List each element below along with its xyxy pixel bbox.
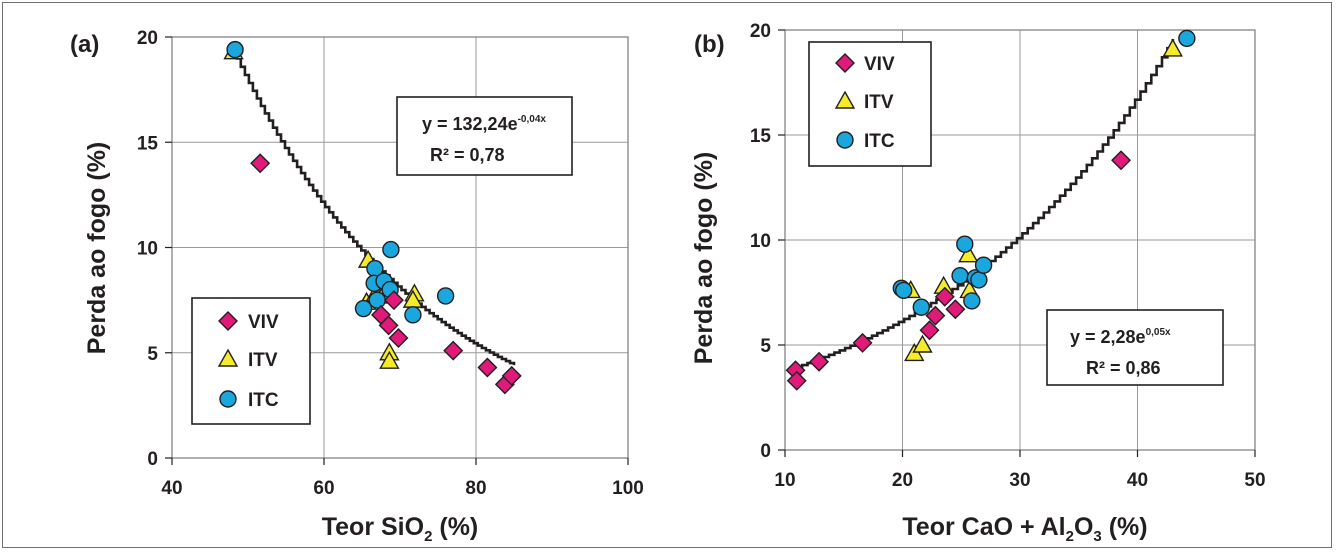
equation-border xyxy=(396,96,573,176)
y-tick-label: 20 xyxy=(137,28,158,49)
x-tick-label: 20 xyxy=(892,470,913,491)
legend-marker-itv xyxy=(834,90,856,109)
y-tick-label: 15 xyxy=(137,133,159,154)
legend-label-viv: VIV xyxy=(248,312,279,333)
data-point-itv xyxy=(1162,38,1183,57)
data-point-viv xyxy=(443,340,464,361)
data-point-viv xyxy=(919,320,940,341)
equation-text: y = 132,24e-0,04x xyxy=(422,114,546,134)
r-squared-text: R² = 0,86 xyxy=(1086,358,1161,378)
data-point-itc xyxy=(404,306,422,324)
data-point-viv xyxy=(1111,150,1132,171)
x-tick-label: 40 xyxy=(1127,470,1148,491)
y-axis-label: Perda ao fogo (%) xyxy=(690,152,718,365)
y-axis-label: Perda ao fogo (%) xyxy=(83,142,111,355)
data-point-itc xyxy=(226,40,244,59)
y-tick-label: 0 xyxy=(760,441,771,462)
legend: VIV ITV ITC xyxy=(191,297,311,425)
x-tick-label: 60 xyxy=(313,478,334,499)
data-point-viv xyxy=(378,315,399,336)
legend-label-itv: ITV xyxy=(864,92,894,113)
data-point-viv xyxy=(477,357,498,378)
y-tick-label: 10 xyxy=(750,231,771,252)
data-point-itc xyxy=(382,240,400,259)
data-point-viv xyxy=(945,299,966,320)
data-point-itc xyxy=(963,292,981,310)
data-point-itc xyxy=(912,298,930,316)
equation-text: y = 2,28e0,05x xyxy=(1070,327,1171,347)
data-point-viv xyxy=(809,351,830,372)
y-tick-label: 15 xyxy=(750,126,772,147)
data-point-viv xyxy=(250,153,271,174)
y-tick-label: 0 xyxy=(147,449,158,470)
data-point-itc xyxy=(970,271,988,289)
y-tick-label: 5 xyxy=(760,336,771,357)
data-point-viv xyxy=(388,328,409,349)
data-point-viv xyxy=(852,332,873,353)
chart-panel-a: 40 60 80 100 0 5 10 15 20 VIV ITV ITC y = 132,24e-0,… xyxy=(70,28,644,545)
legend-marker-viv xyxy=(835,53,855,73)
equation-box: y = 132,24e-0,04x R² = 0,78 xyxy=(396,96,573,176)
x-axis-label: Teor CaO + Al2O3 (%) xyxy=(902,513,1147,545)
data-point-itc xyxy=(974,256,993,274)
data-point-itv xyxy=(379,350,400,369)
panel-label: (a) xyxy=(70,31,99,58)
legend-marker-viv xyxy=(218,311,238,331)
y-tick-label: 5 xyxy=(147,344,158,365)
data-point-itc xyxy=(894,281,913,300)
data-point-itc xyxy=(951,267,969,285)
x-tick-label: 30 xyxy=(1009,470,1030,491)
legend-label-itc: ITC xyxy=(248,390,279,411)
r-squared-text: R² = 0,78 xyxy=(430,145,505,165)
data-point-itc xyxy=(436,287,455,305)
data-point-viv xyxy=(925,305,946,326)
legend: VIV ITV ITC xyxy=(808,41,932,167)
legend-marker-itc xyxy=(836,131,854,149)
chart-panel-b: 10 20 30 40 50 0 5 10 15 20 VIV ITV ITC y = 2,28e0,05… xyxy=(690,21,1266,545)
x-tick-label: 40 xyxy=(161,478,182,499)
x-tick-label: 50 xyxy=(1244,470,1265,491)
x-tick-label: 80 xyxy=(465,478,486,499)
legend-label-viv: VIV xyxy=(864,54,895,75)
data-point-viv xyxy=(786,370,807,391)
equation-box: y = 2,28e0,05x R² = 0,86 xyxy=(1046,309,1224,386)
data-point-viv xyxy=(934,286,955,307)
data-point-viv xyxy=(383,290,404,311)
legend-box xyxy=(191,297,311,425)
legend-marker-itc xyxy=(219,390,237,408)
x-tick-label: 10 xyxy=(774,470,795,491)
x-axis-label: Teor SiO2 (%) xyxy=(322,513,479,545)
legend-box xyxy=(808,41,932,167)
data-point-itc xyxy=(1178,29,1196,48)
data-point-itv xyxy=(912,334,933,353)
x-tick-label: 100 xyxy=(612,478,644,499)
legend-label-itv: ITV xyxy=(248,350,278,371)
legend-label-itc: ITC xyxy=(864,131,895,152)
data-point-itv xyxy=(958,244,979,263)
data-point-viv xyxy=(501,365,522,386)
equation-border xyxy=(1046,309,1224,386)
y-tick-label: 10 xyxy=(137,239,158,260)
data-point-itc xyxy=(956,235,974,253)
y-tick-label: 20 xyxy=(750,21,771,42)
data-point-itc xyxy=(354,299,373,318)
legend-marker-itv xyxy=(217,348,239,367)
panel-label: (b) xyxy=(694,31,725,58)
